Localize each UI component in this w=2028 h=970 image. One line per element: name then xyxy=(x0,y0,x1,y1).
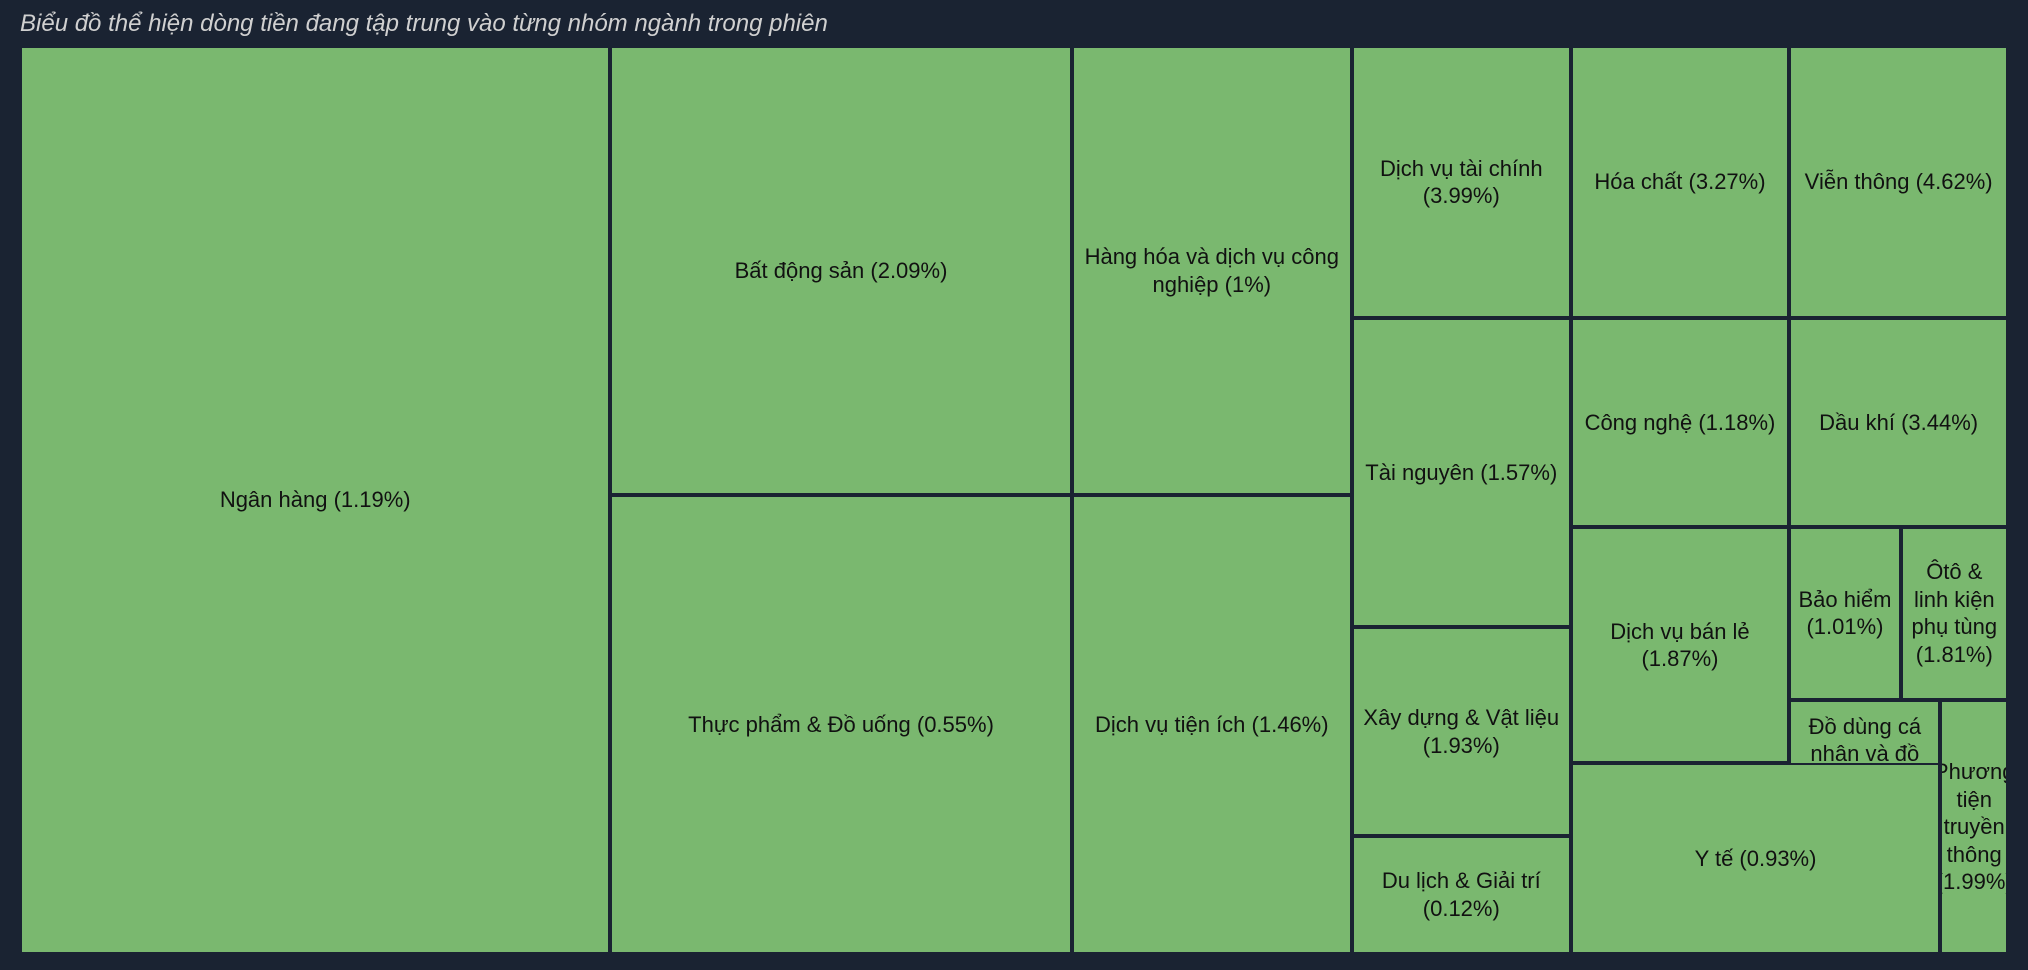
treemap-cell-label: Phương tiện truyền thông (1.99%) xyxy=(1940,758,2008,896)
treemap-cell[interactable]: Viễn thông (4.62%) xyxy=(1789,46,2008,318)
treemap-cell[interactable]: Ôtô & linh kiện phụ tùng (1.81%) xyxy=(1901,527,2008,700)
treemap-cell-label: Dịch vụ bán lẻ (1.87%) xyxy=(1577,618,1784,673)
treemap-cell[interactable]: Bảo hiểm (1.01%) xyxy=(1789,527,1900,700)
treemap-cell[interactable]: Y tế (0.93%) xyxy=(1571,763,1941,954)
treemap-cell[interactable]: Phương tiện truyền thông (1.99%) xyxy=(1940,700,2008,954)
treemap-cell[interactable]: Tài nguyên (1.57%) xyxy=(1352,318,1571,627)
treemap-cell-label: Hóa chất (3.27%) xyxy=(1594,168,1765,196)
treemap-cell-label: Dầu khí (3.44%) xyxy=(1819,409,1978,437)
treemap-cell[interactable]: Bất động sản (2.09%) xyxy=(610,46,1071,495)
chart-title: Biểu đồ thể hiện dòng tiền đang tập trun… xyxy=(0,0,2028,46)
treemap-cell-label: Dịch vụ tiện ích (1.46%) xyxy=(1095,711,1329,739)
treemap-cell-label: Thực phẩm & Đồ uống (0.55%) xyxy=(688,711,994,739)
treemap-cell[interactable]: Dịch vụ tiện ích (1.46%) xyxy=(1072,495,1352,954)
treemap-cell-label: Dịch vụ tài chính (3.99%) xyxy=(1358,155,1565,210)
treemap-cell-label: Y tế (0.93%) xyxy=(1695,845,1817,873)
treemap-cell[interactable]: Du lịch & Giải trí (0.12%) xyxy=(1352,836,1571,954)
treemap-cell[interactable]: Thực phẩm & Đồ uống (0.55%) xyxy=(610,495,1071,954)
treemap-cell-label: Viễn thông (4.62%) xyxy=(1805,168,1993,196)
treemap-cell[interactable]: Xây dựng & Vật liệu (1.93%) xyxy=(1352,627,1571,836)
treemap-cell[interactable]: Hàng hóa và dịch vụ công nghiệp (1%) xyxy=(1072,46,1352,495)
treemap-cell-label: Công nghệ (1.18%) xyxy=(1585,409,1776,437)
treemap-cell-label: Du lịch & Giải trí (0.12%) xyxy=(1358,867,1565,922)
treemap-cell[interactable]: Dịch vụ tài chính (3.99%) xyxy=(1352,46,1571,318)
treemap-cell[interactable]: Dịch vụ bán lẻ (1.87%) xyxy=(1571,527,1790,763)
treemap-cell-label: Bất động sản (2.09%) xyxy=(735,257,948,285)
treemap-cell-label: Hàng hóa và dịch vụ công nghiệp (1%) xyxy=(1078,243,1346,298)
treemap-cell[interactable]: Công nghệ (1.18%) xyxy=(1571,318,1790,527)
treemap-cell-label: Xây dựng & Vật liệu (1.93%) xyxy=(1358,704,1565,759)
treemap-cell-label: Tài nguyên (1.57%) xyxy=(1365,459,1557,487)
treemap-cell[interactable]: Hóa chất (3.27%) xyxy=(1571,46,1790,318)
treemap-cell[interactable]: Dầu khí (3.44%) xyxy=(1789,318,2008,527)
treemap-cell-label: Bảo hiểm (1.01%) xyxy=(1795,586,1894,641)
treemap-cell-label: Ôtô & linh kiện phụ tùng (1.81%) xyxy=(1907,558,2002,668)
treemap-cell-label: Ngân hàng (1.19%) xyxy=(220,486,411,514)
treemap-chart: Ngân hàng (1.19%) Bất động sản (2.09%) Thự… xyxy=(20,46,2008,954)
treemap-cell[interactable]: Ngân hàng (1.19%) xyxy=(20,46,610,954)
